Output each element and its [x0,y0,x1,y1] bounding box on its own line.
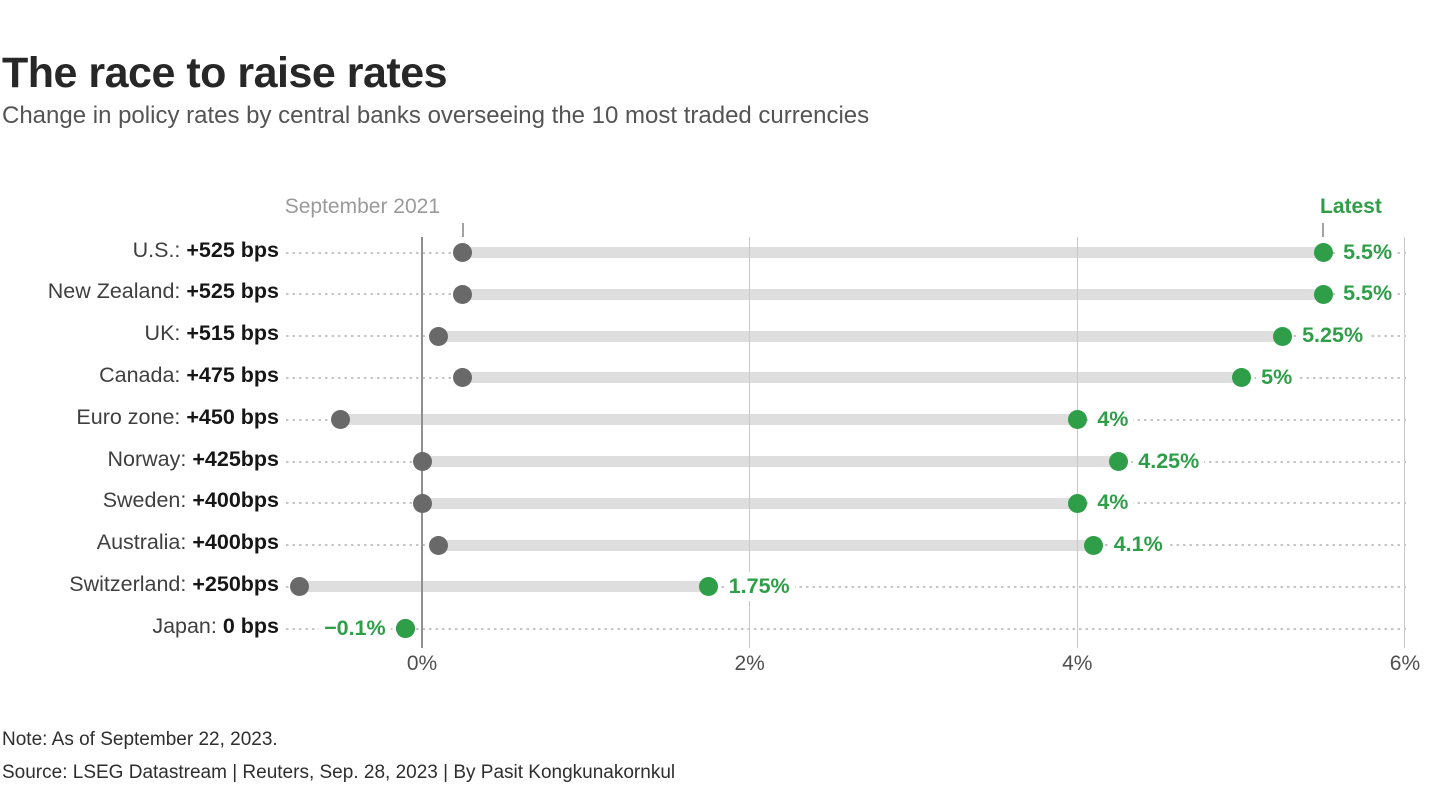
country-label: U.S.: [132,237,187,262]
row-label: Sweden: +400bps [0,488,279,513]
latest-value-label: −0.1% [319,613,391,643]
row-label: Japan: 0 bps [0,614,279,639]
sep2021-dot [453,284,473,304]
latest-dot [1313,284,1333,304]
leader-dots [286,585,1406,588]
latest-label: Latest [1320,195,1382,218]
page-title: The race to raise rates [2,48,448,97]
country-label: New Zealand: [47,279,187,304]
sep2021-dot [453,368,473,388]
range-bar [340,414,1078,426]
gridline-6% [1404,237,1406,648]
country-label: Switzerland: [69,571,193,596]
gridline-0% [421,237,423,648]
latest-value-label: 4% [1092,488,1134,518]
range-bar [462,372,1242,384]
latest-value-label: 4.25% [1133,446,1205,476]
latest-dot [1231,368,1251,388]
latest-tick [1322,223,1325,237]
change-bps-label: 0 bps [222,613,279,638]
change-bps-label: +450 bps [186,404,279,429]
range-bar [462,247,1324,258]
leader-dots [286,627,1406,630]
change-bps-label: +525 bps [186,237,279,262]
gridline-2% [749,237,751,648]
row-label: New Zealand: +525 bps [0,279,279,304]
latest-dot [1313,243,1333,262]
range-bar [438,330,1283,342]
change-bps-label: +400bps [192,488,279,513]
sep2021-dot [428,535,448,555]
country-label: Japan: [152,613,223,638]
row-label: Switzerland: +250bps [0,572,279,597]
sep2021-dot [412,493,432,513]
x-tick-label: 2% [734,652,765,675]
chart-subtitle: Change in policy rates by central banks … [2,102,870,129]
change-bps-label: +515 bps [186,321,279,346]
country-label: Australia: [96,530,193,555]
row-label: Norway: +425bps [0,447,279,472]
latest-dot [1067,410,1087,430]
latest-dot [1067,493,1087,513]
chart-source: Source: LSEG Datastream | Reuters, Sep. … [2,762,676,783]
country-label: Canada: [99,362,187,387]
latest-value-label: 5.5% [1338,279,1398,309]
latest-value-label: 5.25% [1297,321,1369,350]
country-label: UK: [144,321,187,346]
x-tick-label: 6% [1389,652,1421,675]
range-bar [438,539,1094,551]
change-bps-label: +525 bps [186,279,279,304]
latest-dot [1272,326,1292,346]
change-bps-label: +400bps [192,530,279,555]
september-2021-label: September 2021 [284,195,440,218]
row-label: Australia: +400bps [0,530,279,555]
sep2021-dot [453,243,473,262]
latest-value-label: 4% [1092,404,1134,434]
latest-dot [396,619,416,639]
chart-note: Note: As of September 22, 2023. [2,729,278,750]
latest-value-label: 5% [1256,362,1298,392]
row-label: Euro zone: +450 bps [0,405,279,430]
row-label: Canada: +475 bps [0,363,279,388]
row-label: UK: +515 bps [0,321,279,346]
latest-value-label: 5.5% [1338,237,1398,267]
country-label: Sweden: [102,488,193,513]
change-bps-label: +425bps [192,446,279,471]
latest-dot [1108,452,1128,471]
x-tick-label: 0% [406,652,438,675]
sep2021-dot [289,577,309,597]
range-bar [422,456,1119,467]
sep2021-dot [428,326,448,346]
range-bar [299,581,709,593]
september-2021-tick [461,223,464,237]
gridline-4% [1076,237,1078,648]
x-tick-label: 4% [1062,652,1093,675]
latest-value-label: 4.1% [1108,530,1168,559]
latest-dot [1084,535,1104,555]
sep2021-dot [412,452,432,471]
latest-dot [699,577,719,597]
row-label: U.S.: +525 bps [0,238,279,263]
change-bps-label: +250bps [192,571,279,596]
sep2021-dot [330,410,350,430]
country-label: Euro zone: [76,404,187,429]
range-bar [462,288,1324,300]
change-bps-label: +475 bps [186,362,279,387]
country-label: Norway: [107,446,193,471]
latest-value-label: 1.75% [723,571,795,601]
